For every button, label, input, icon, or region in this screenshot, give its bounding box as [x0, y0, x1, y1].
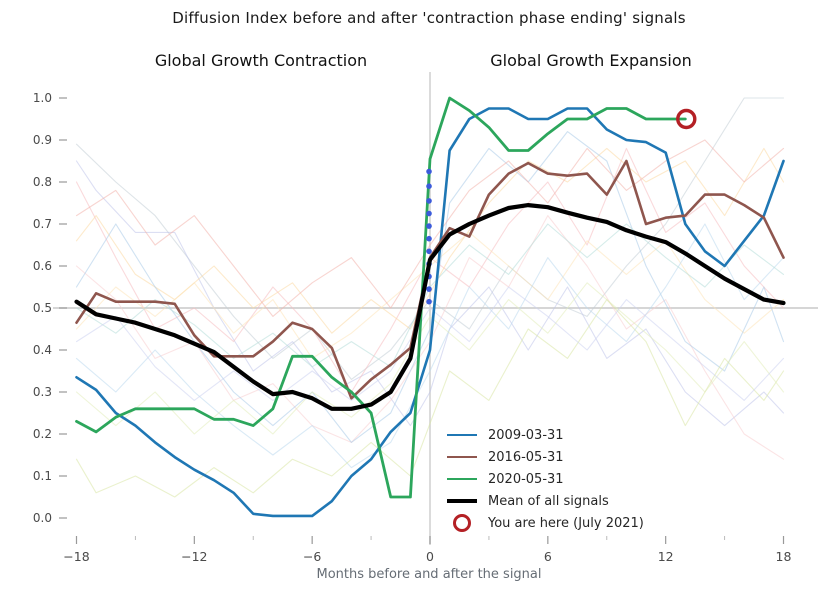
- legend: 2009-03-31 2016-05-31 2020-05-31 Mean of…: [446, 424, 644, 534]
- y-tick-label: 0.2: [33, 427, 52, 441]
- legend-item-mean: Mean of all signals: [446, 490, 644, 512]
- current-signal-dot-7: [426, 210, 432, 217]
- legend-line-swatch-mean: [446, 499, 478, 503]
- series-line-2020-05-31: [75, 96, 687, 499]
- x-tick-label: −12: [181, 549, 207, 564]
- mean-line: [74, 203, 786, 411]
- y-tick-label: 0.6: [33, 259, 52, 273]
- legend-label: 2009-03-31: [488, 427, 564, 443]
- you-are-here-ring-icon: [446, 514, 478, 532]
- y-tick-label: 0.5: [33, 301, 52, 315]
- current-signal-dot-6: [426, 223, 432, 229]
- x-tick-label: 12: [658, 549, 674, 564]
- x-tick-label: 0: [426, 549, 434, 564]
- background-signal-line-9: [75, 282, 785, 435]
- legend-line-swatch-2016: [446, 456, 478, 458]
- chart-title: Diffusion Index before and after 'contra…: [172, 9, 686, 27]
- y-tick-label: 0.1: [33, 469, 52, 483]
- x-tick-label: −18: [63, 549, 89, 564]
- current-signal-dot-5: [426, 235, 432, 242]
- background-signal-line-8: [75, 299, 785, 498]
- x-tick-label: 18: [776, 549, 792, 564]
- background-signal-line-1: [75, 160, 785, 427]
- y-tick-label: 0.9: [33, 133, 52, 147]
- legend-line-swatch-2020: [446, 478, 478, 480]
- background-signal-line-6: [75, 131, 785, 443]
- legend-label: 2016-05-31: [488, 449, 564, 465]
- current-signal-dot-0: [426, 298, 432, 305]
- background-signal-line-12: [75, 286, 785, 401]
- y-tick-label: 0.8: [33, 175, 52, 189]
- x-tick-label: 6: [544, 549, 552, 564]
- y-tick-label: 1.0: [33, 91, 52, 105]
- current-signal-dot-10: [426, 168, 432, 175]
- panel-title-contraction: Global Growth Contraction: [154, 51, 368, 70]
- current-signal-dot-8: [426, 198, 432, 204]
- current-signal-dot-9: [426, 183, 432, 189]
- x-axis-label: Months before and after the signal: [316, 567, 542, 582]
- background-signal-line-7: [75, 223, 785, 469]
- y-tick-label: 0.3: [33, 385, 52, 399]
- series-line-2009-03-31: [75, 107, 785, 518]
- you-are-here-marker: [676, 108, 697, 130]
- y-tick-label: 0.4: [33, 343, 52, 357]
- background-signal-line-11: [75, 139, 785, 317]
- legend-item-2009: 2009-03-31: [446, 424, 644, 446]
- x-tick-label: −6: [303, 549, 321, 564]
- legend-item-2016: 2016-05-31: [446, 446, 644, 468]
- legend-label: 2020-05-31: [488, 471, 564, 487]
- y-tick-label: 0.0: [33, 511, 52, 525]
- current-signal-dot-4: [426, 248, 432, 255]
- legend-item-2020: 2020-05-31: [446, 468, 644, 490]
- legend-label: You are here (July 2021): [488, 515, 644, 531]
- current-signal-dot-1: [426, 286, 432, 292]
- legend-item-you-are-here: You are here (July 2021): [446, 512, 644, 534]
- legend-line-swatch-2009: [446, 434, 478, 436]
- legend-label: Mean of all signals: [488, 493, 609, 509]
- panel-title-expansion: Global Growth Expansion: [490, 51, 692, 70]
- y-tick-label: 0.7: [33, 217, 52, 231]
